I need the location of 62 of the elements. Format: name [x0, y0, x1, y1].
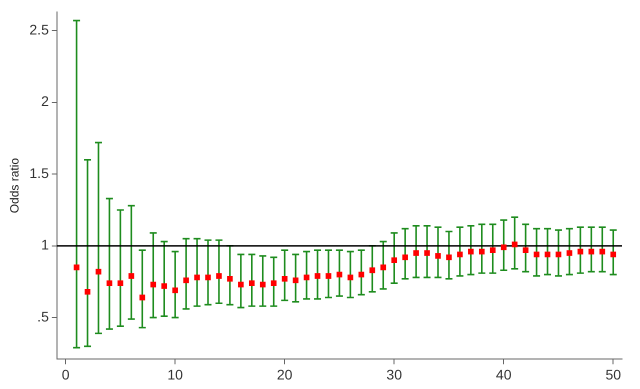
y-tick-label: .5 [37, 308, 50, 324]
point [74, 264, 80, 270]
point [478, 248, 485, 254]
point [435, 253, 441, 259]
point [599, 248, 606, 254]
x-tick-label: 40 [496, 366, 512, 382]
point [500, 244, 507, 250]
point [380, 264, 386, 270]
x-tick-label: 30 [386, 366, 402, 382]
point [270, 280, 277, 286]
point [457, 252, 463, 258]
point [391, 257, 398, 264]
point [336, 272, 342, 278]
y-tick-label: 2 [41, 93, 50, 110]
y-axis-title: Odds ratio [8, 158, 22, 214]
x-tick-label: 50 [605, 366, 622, 382]
point [292, 277, 298, 284]
point [216, 273, 222, 279]
point [468, 248, 474, 254]
point [304, 274, 310, 280]
point [402, 254, 408, 260]
point [588, 248, 594, 254]
point [106, 280, 112, 286]
point [248, 280, 255, 286]
x-tick-label: 20 [276, 366, 293, 382]
point [194, 274, 200, 280]
point [424, 250, 430, 256]
point [534, 252, 540, 258]
point [556, 252, 562, 258]
point [610, 252, 616, 258]
y-tick-label: 2.5 [29, 22, 50, 38]
point [282, 276, 288, 282]
point [118, 280, 124, 286]
point [358, 272, 364, 278]
point [522, 247, 528, 253]
point [238, 282, 244, 288]
point [512, 242, 518, 248]
point [139, 294, 146, 300]
point [96, 268, 102, 275]
point [314, 273, 320, 279]
point [369, 267, 376, 274]
point [260, 282, 266, 288]
point [227, 276, 233, 282]
x-tick-label: 0 [62, 366, 70, 382]
point [128, 273, 134, 279]
point [413, 250, 419, 256]
point [348, 274, 354, 280]
point [446, 254, 452, 260]
point [172, 288, 178, 294]
x-tick-label: 10 [167, 366, 184, 382]
point [566, 250, 572, 256]
point [84, 288, 90, 295]
y-tick-label: 1 [41, 236, 50, 253]
point [150, 282, 156, 288]
point [161, 283, 168, 289]
point [490, 247, 496, 253]
point [205, 274, 211, 280]
point [326, 273, 332, 279]
point [183, 277, 189, 284]
point [544, 252, 550, 258]
y-tick-label: 1.5 [29, 164, 50, 181]
point [578, 248, 584, 254]
